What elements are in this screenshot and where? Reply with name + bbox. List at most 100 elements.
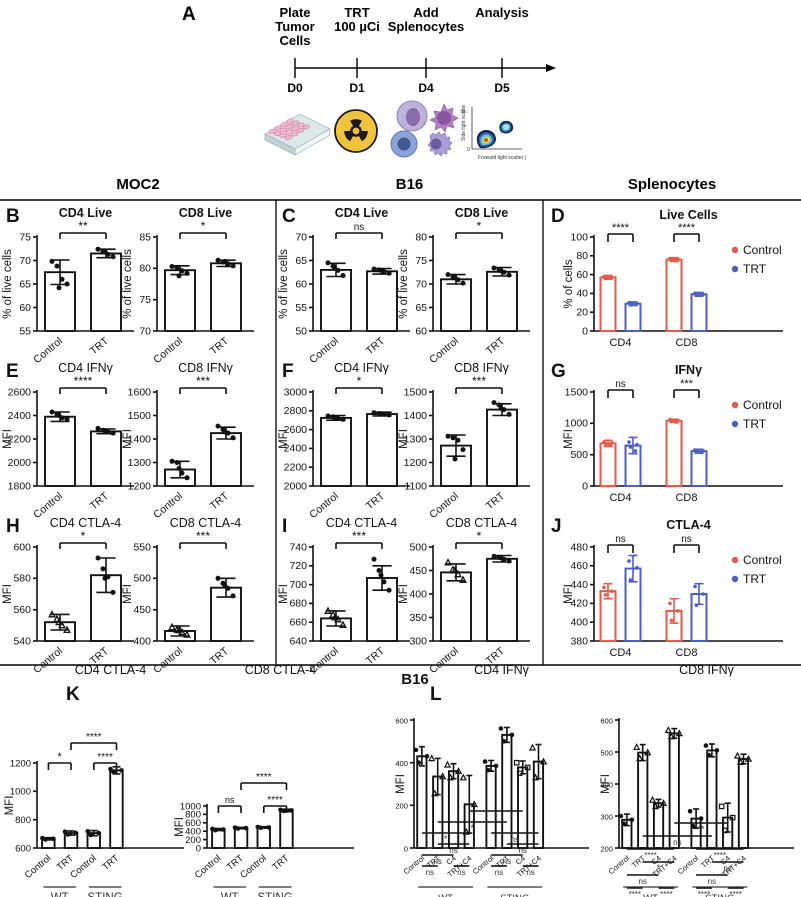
svg-text:2400: 2400 [8,410,32,422]
svg-text:*: * [471,823,475,833]
svg-text:80: 80 [415,231,427,243]
svg-text:Control: Control [31,645,65,676]
svg-text:1100: 1100 [404,480,427,492]
svg-text:460: 460 [570,560,588,572]
svg-text:WT: WT [51,892,69,897]
svg-text:1200: 1200 [404,457,428,469]
svg-text:ns: ns [511,835,519,844]
svg-text:TRT: TRT [484,335,508,358]
svg-text:1400: 1400 [404,410,428,422]
svg-text:MFI: MFI [278,584,290,604]
svg-text:CD8: CD8 [675,492,697,504]
svg-text:MFI: MFI [2,429,14,449]
svg-text:MFI: MFI [122,429,134,449]
svg-text:1200: 1200 [10,758,31,769]
svg-text:MFI: MFI [122,584,134,604]
svg-text:MFI: MFI [174,817,186,837]
svg-text:STING: STING [500,893,529,897]
svg-text:3000: 3000 [284,386,308,398]
svg-text:0: 0 [582,325,588,337]
svg-text:CD4 CTLA-4: CD4 CTLA-4 [50,516,122,530]
svg-text:450: 450 [409,565,427,577]
svg-text:550: 550 [133,541,151,553]
svg-text:1200: 1200 [128,480,152,492]
svg-text:800: 800 [15,815,31,826]
svg-text:***: *** [472,374,486,388]
svg-text:500: 500 [570,449,588,461]
svg-text:***: *** [196,529,210,543]
svg-text:Control: Control [743,398,782,412]
svg-text:CD4: CD4 [609,337,631,349]
svg-text:*: * [201,219,206,233]
svg-text:Control: Control [743,243,782,257]
svg-text:400: 400 [133,635,151,647]
svg-text:CD8 CTLA-4: CD8 CTLA-4 [446,516,518,530]
svg-text:ns: ns [433,857,441,866]
svg-text:TRT: TRT [743,572,767,586]
svg-text:B16: B16 [401,671,429,688]
svg-text:Control: Control [427,645,461,676]
svg-text:350: 350 [409,612,427,624]
svg-text:ns: ns [503,857,511,866]
svg-text:480: 480 [570,541,588,553]
svg-text:L: L [430,684,442,705]
svg-text:0: 0 [582,480,588,492]
svg-text:TRT: TRT [484,490,508,513]
svg-text:***: *** [352,529,366,543]
svg-text:TRT: TRT [364,490,388,513]
svg-text:1600: 1600 [128,386,152,398]
svg-text:MFI: MFI [563,584,575,604]
svg-text:TRT: TRT [208,490,232,513]
svg-text:ns: ns [681,534,692,545]
svg-text:TRT: TRT [364,645,388,668]
svg-text:65: 65 [19,278,31,290]
svg-text:ns: ns [426,868,434,877]
svg-text:****: **** [97,752,113,763]
svg-text:55: 55 [295,302,307,314]
svg-text:580: 580 [13,573,31,585]
svg-text:TRT: TRT [364,335,388,358]
svg-text:75: 75 [19,231,31,243]
svg-text:CD8 Live: CD8 Live [179,206,233,220]
svg-text:*: * [444,834,448,844]
svg-text:400: 400 [409,588,427,600]
svg-text:TRT: TRT [88,335,112,358]
svg-text:% of live cells: % of live cells [398,249,410,319]
svg-text:1800: 1800 [8,480,32,492]
svg-text:380: 380 [570,635,588,647]
svg-text:CD4 IFNγ: CD4 IFNγ [474,663,530,677]
svg-text:300: 300 [600,812,613,821]
svg-text:720: 720 [289,560,307,572]
svg-text:85: 85 [139,231,151,243]
svg-text:ns: ns [457,868,465,877]
svg-text:2200: 2200 [284,462,308,474]
svg-text:500: 500 [133,573,151,585]
svg-text:1300: 1300 [128,457,152,469]
svg-text:2000: 2000 [8,457,32,469]
svg-text:Control: Control [151,645,185,676]
svg-text:MFI: MFI [398,429,410,449]
svg-text:400: 400 [570,617,588,629]
svg-text:****: **** [86,732,102,743]
svg-text:% of live cells: % of live cells [122,249,134,319]
svg-text:ns: ns [615,379,626,390]
svg-text:700: 700 [289,579,307,591]
svg-text:****: **** [74,374,93,388]
svg-text:60: 60 [576,269,588,281]
svg-text:ns: ns [723,864,731,873]
svg-text:F: F [282,361,294,382]
svg-text:2600: 2600 [8,386,32,398]
svg-text:CD8 IFNγ: CD8 IFNγ [454,361,510,375]
svg-text:ns: ns [225,795,235,805]
svg-text:ns: ns [638,877,646,886]
svg-text:1500: 1500 [128,410,152,422]
svg-text:300: 300 [409,635,427,647]
svg-text:TRT: TRT [208,645,232,668]
svg-text:400: 400 [395,759,408,768]
svg-text:*: * [477,219,482,233]
svg-text:Control: Control [402,853,427,876]
svg-text:Control: Control [193,853,224,881]
svg-text:CD4: CD4 [609,647,631,659]
svg-text:660: 660 [289,617,307,629]
svg-text:****: **** [678,222,696,234]
